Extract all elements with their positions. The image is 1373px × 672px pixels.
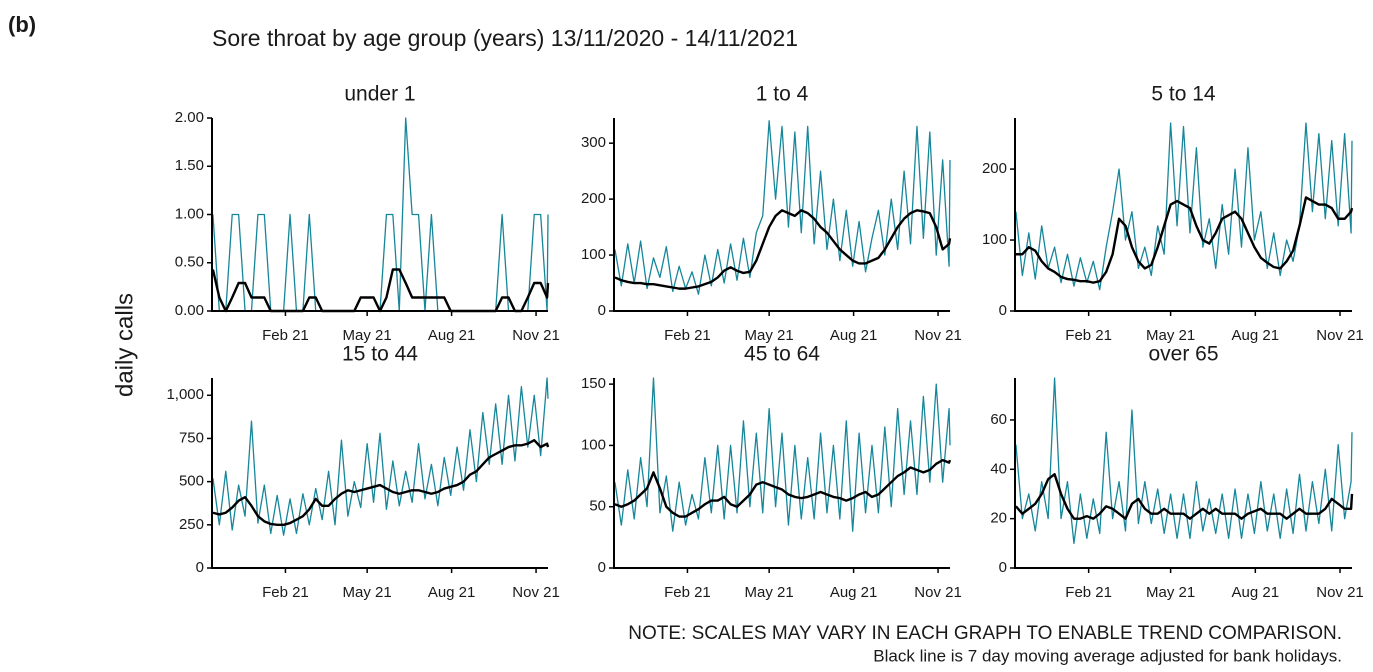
y-tick-label: 20: [990, 510, 1007, 527]
x-tick-label: Aug 21: [830, 584, 878, 601]
y-tick-label: 40: [990, 460, 1007, 477]
daily-line: [614, 120, 951, 295]
x-tick-label: May 21: [1146, 327, 1195, 344]
x-tick-label: Nov 21: [914, 584, 962, 601]
y-tick-label: 100: [581, 436, 606, 453]
panel-title: 5 to 14: [1151, 83, 1216, 106]
x-tick-label: Feb 21: [1065, 584, 1112, 601]
panel-title: 15 to 44: [342, 343, 418, 366]
daily-line: [1015, 377, 1353, 544]
panel-title: 1 to 4: [756, 83, 809, 106]
y-tick-label: 300: [581, 134, 606, 151]
x-tick-label: Aug 21: [428, 584, 476, 601]
panel-label: (b): [8, 12, 36, 37]
average-line: [212, 438, 550, 527]
y-tick-label: 1.00: [175, 205, 204, 222]
y-tick-label: 200: [982, 160, 1007, 177]
daily-line: [614, 377, 951, 532]
y-tick-label: 0.00: [175, 302, 204, 319]
y-tick-label: 50: [589, 498, 606, 515]
y-tick-label: 60: [990, 411, 1007, 428]
panel-title: over 65: [1148, 343, 1218, 366]
x-tick-label: May 21: [1146, 584, 1195, 601]
x-tick-label: Nov 21: [1316, 584, 1364, 601]
y-tick-label: 750: [179, 429, 204, 446]
x-tick-label: May 21: [745, 584, 794, 601]
average-line: [1015, 196, 1354, 284]
x-tick-label: Aug 21: [1232, 327, 1280, 344]
x-tick-label: Nov 21: [914, 327, 962, 344]
y-tick-label: 100: [581, 246, 606, 263]
note: Black line is 7 day moving average adjus…: [873, 646, 1342, 665]
x-tick-label: Aug 21: [1232, 584, 1280, 601]
y-tick-label: 250: [179, 516, 204, 533]
x-tick-label: Aug 21: [830, 327, 878, 344]
y-tick-label: 150: [581, 375, 606, 392]
average-line: [211, 268, 550, 313]
x-tick-label: Feb 21: [262, 584, 309, 601]
x-tick-label: Nov 21: [512, 327, 560, 344]
average-line: [1015, 473, 1354, 520]
panel-title: under 1: [344, 83, 415, 106]
y-tick-label: 500: [179, 473, 204, 490]
panel-title: 45 to 64: [744, 343, 820, 366]
y-tick-label: 2.00: [175, 109, 204, 126]
y-tick-label: 1,000: [166, 386, 204, 403]
x-tick-label: Feb 21: [262, 327, 309, 344]
y-tick-label: 0: [999, 302, 1007, 319]
x-tick-label: Nov 21: [1316, 327, 1364, 344]
y-tick-label: 200: [581, 190, 606, 207]
x-tick-label: Nov 21: [512, 584, 560, 601]
x-tick-label: May 21: [745, 327, 794, 344]
y-tick-label: 0: [196, 559, 204, 576]
y-axis-label: daily calls: [111, 293, 138, 397]
x-tick-label: Feb 21: [664, 584, 711, 601]
figure-title: Sore throat by age group (years) 13/11/2…: [212, 25, 798, 51]
y-tick-label: 1.50: [175, 157, 204, 174]
daily-line: [1015, 122, 1353, 291]
y-tick-label: 0: [598, 559, 606, 576]
note: NOTE: SCALES MAY VARY IN EACH GRAPH TO E…: [628, 623, 1342, 644]
x-tick-label: May 21: [343, 584, 392, 601]
x-tick-label: Aug 21: [428, 327, 476, 344]
x-tick-label: May 21: [343, 327, 392, 344]
average-line: [614, 458, 952, 518]
x-tick-label: Feb 21: [1065, 327, 1112, 344]
x-tick-label: Feb 21: [664, 327, 711, 344]
y-tick-label: 0: [999, 559, 1007, 576]
y-tick-label: 0: [598, 302, 606, 319]
average-line: [614, 209, 952, 290]
y-tick-label: 0.50: [175, 254, 204, 271]
daily-line: [212, 117, 549, 312]
daily-line: [212, 377, 549, 536]
y-tick-label: 100: [982, 231, 1007, 248]
